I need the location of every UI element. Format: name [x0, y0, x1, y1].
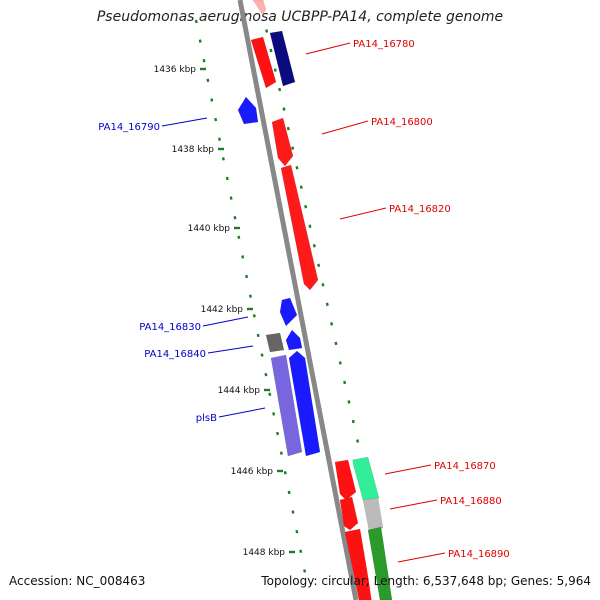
- gene-separator: [351, 459, 373, 600]
- gene-arrow: [252, 0, 267, 15]
- gene-label: PA14_16880: [440, 496, 502, 507]
- kbp-tick-label: 1438 kbp: [172, 145, 215, 155]
- gene-leader-line: [339, 207, 387, 220]
- gene-label: PA14_16830: [139, 322, 201, 333]
- accession-label: Accession: NC_008463: [9, 574, 146, 588]
- gene-leader-line: [397, 552, 446, 563]
- outer-tick-track: [260, 9, 386, 561]
- map-title: Pseudomonas aeruginosa UCBPP-PA14, compl…: [96, 9, 504, 25]
- gene-leader-line: [305, 42, 351, 55]
- gene-arrow: [288, 350, 321, 457]
- gene-leader-line: [218, 407, 266, 418]
- kbp-tick-label: 1440 kbp: [188, 224, 231, 234]
- backbone-line: [237, 0, 359, 600]
- gene-arrow: [367, 526, 393, 600]
- gene-label: PA14_16840: [144, 349, 206, 360]
- gene-label: plsB: [196, 413, 217, 424]
- kbp-tick-label: 1436 kbp: [154, 65, 197, 75]
- gene-arrow: [285, 329, 303, 351]
- kbp-tick-label: 1446 kbp: [231, 467, 274, 477]
- gene-arrow: [339, 496, 359, 531]
- gene-arrow: [280, 164, 319, 291]
- gene-arrow: [334, 459, 357, 501]
- gene-label: PA14_16790: [98, 122, 160, 133]
- kbp-tick-label: 1444 kbp: [218, 386, 261, 396]
- gene-leader-line: [389, 499, 438, 510]
- kbp-tick-label: 1448 kbp: [243, 548, 286, 558]
- gene-arrow: [237, 96, 259, 125]
- gene-leader-line: [161, 117, 208, 127]
- gene-label: PA14_16870: [434, 461, 496, 472]
- gene-leader-line: [384, 464, 432, 475]
- gene-arrow: [270, 354, 303, 457]
- gene-leader-line: [207, 345, 254, 354]
- genome-summary-label: Topology: circular; Length: 6,537,648 bp…: [261, 574, 591, 588]
- gene-label: PA14_16780: [353, 39, 415, 50]
- gene-arrow: [362, 497, 384, 531]
- gene-arrow: [265, 332, 285, 353]
- kbp-tick-label: 1442 kbp: [201, 305, 244, 315]
- gene-label: PA14_16800: [371, 117, 433, 128]
- gene-arrow: [250, 36, 277, 89]
- gene-label: PA14_16890: [448, 549, 510, 560]
- gene-leader-line: [321, 120, 369, 135]
- gene-leader-line: [202, 316, 249, 327]
- gene-arrow: [279, 297, 298, 327]
- gene-arrow: [271, 117, 294, 167]
- gene-arrow: [269, 30, 296, 87]
- gene-label: PA14_16820: [389, 204, 451, 215]
- gene-arrow: [344, 528, 373, 600]
- gene-arrow: [351, 456, 380, 501]
